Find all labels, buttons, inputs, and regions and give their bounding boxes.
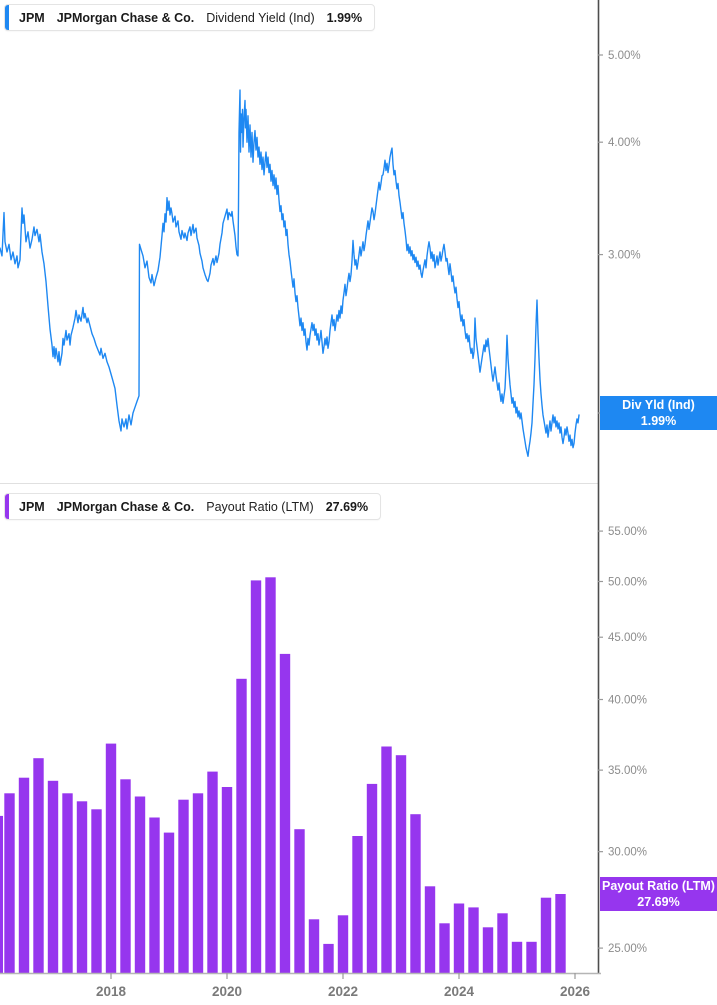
payout-ratio-last-value-badge: Payout Ratio (LTM) 27.69% [600,877,717,911]
dividend-yield-axis-tick-label: 4.00% [608,137,641,149]
badge-label: Payout Ratio (LTM) [602,879,715,893]
payout-ratio-bar [424,886,436,973]
payout-ratio-axis-tick-label: 55.00% [608,526,647,538]
payout-ratio-bar [62,793,73,973]
metric-name: Payout Ratio (LTM) [206,499,314,514]
year-tick-label: 2026 [560,984,591,999]
dividend-yield-legend-chip[interactable]: JPM JPMorgan Chase & Co. Dividend Yield … [4,4,376,31]
payout-ratio-bar [337,915,349,973]
payout-ratio-bar [555,894,566,973]
metric-value: 27.69% [325,499,369,514]
payout-ratio-bar [511,941,523,973]
payout-ratio-legend-chip[interactable]: JPM JPMorgan Chase & Co. Payout Ratio (L… [4,493,382,520]
badge-value: 27.69% [637,895,680,909]
payout-ratio-bar [91,809,102,973]
payout-ratio-bar [453,903,465,973]
payout-ratio-bar [236,678,247,973]
payout-ratio-bar [163,832,175,973]
payout-ratio-bar [221,787,233,973]
payout-ratio-bar [18,777,30,973]
badge-label: Div Yld (Ind) [622,398,695,412]
payout-ratio-axis-tick-label: 50.00% [608,576,647,588]
payout-ratio-bar [4,793,15,973]
company-name: JPMorgan Chase & Co. [56,499,195,514]
purple-accent-bar [5,494,9,519]
payout-ratio-bar [76,801,88,973]
dividend-yield-line [0,89,580,457]
payout-ratio-bar [250,580,262,973]
payout-ratio-bar [482,927,494,973]
payout-ratio-bar [395,755,407,973]
payout-ratio-bar [265,577,276,973]
payout-ratio-bar [468,907,479,973]
payout-ratio-bar [352,836,363,973]
payout-ratio-axis-tick-label: 25.00% [608,943,647,955]
year-tick-label: 2024 [444,984,475,999]
dividend-yield-axis-tick-label: 5.00% [608,50,641,62]
payout-ratio-bar [178,799,189,973]
payout-ratio-axis-tick-label: 30.00% [608,847,647,859]
badge-value: 1.99% [640,414,677,428]
payout-ratio-bar [526,941,537,973]
dividend-yield-last-value-badge: Div Yld (Ind) 1.99% [600,396,717,430]
payout-ratio-bar [497,913,508,973]
payout-ratio-bar [323,943,334,973]
payout-ratio-bar [120,779,131,973]
payout-ratio-bar [279,653,291,973]
payout-ratio-bar [0,815,3,973]
payout-ratio-bar [540,897,552,973]
year-tick-label: 2020 [212,984,242,999]
payout-ratio-bar [308,919,320,973]
payout-ratio-axis-tick-label: 35.00% [608,765,647,777]
year-tick-label: 2022 [328,984,358,999]
payout-ratio-bar [33,758,44,973]
payout-ratio-bar [192,793,204,973]
company-name: JPMorgan Chase & Co. [56,10,195,25]
payout-ratio-bar [381,746,392,973]
payout-ratio-bar [134,796,146,973]
payout-ratio-axis-tick-label: 40.00% [608,695,647,707]
ticker-symbol: JPM [19,499,45,514]
payout-ratio-bar [47,780,59,973]
blue-accent-bar [5,5,9,30]
payout-ratio-bar [410,814,421,973]
payout-ratio-axis-tick-label: 45.00% [608,632,647,644]
ticker-symbol: JPM [19,10,45,25]
payout-ratio-bar [439,923,450,973]
payout-ratio-bar [105,743,117,973]
metric-value: 1.99% [326,10,363,25]
payout-ratio-bar [294,829,305,973]
year-tick-label: 2018 [96,984,127,999]
payout-ratio-bar [366,783,378,973]
payout-ratio-bar [207,771,218,973]
dividend-yield-axis-tick-label: 3.00% [608,250,641,262]
payout-ratio-bar [149,817,160,973]
metric-name: Dividend Yield (Ind) [206,10,315,25]
